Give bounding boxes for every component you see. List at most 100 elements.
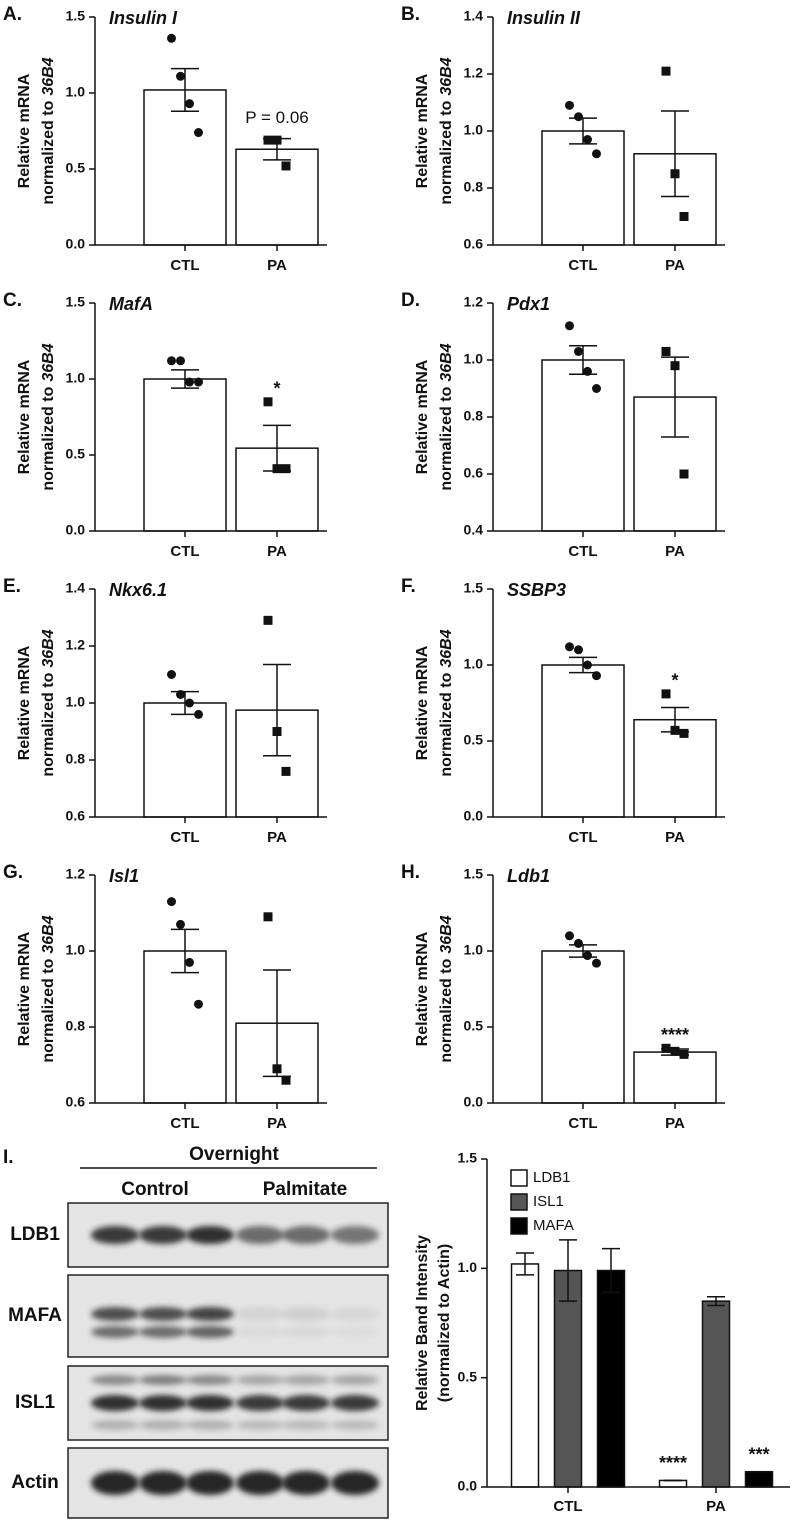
y-axis-label-part: normalized to: [40, 100, 57, 204]
data-point: [679, 728, 689, 738]
data-point: [679, 469, 689, 479]
y-axis-label: Relative Band Intensity: [414, 1235, 431, 1411]
y-tick-label: 0.8: [464, 179, 484, 195]
blot-band: [139, 1307, 187, 1321]
y-axis-label-part: 36B4: [438, 343, 455, 381]
blot-band: [236, 1420, 284, 1430]
annotation: ****: [659, 1453, 687, 1473]
y-tick-label: 1.2: [66, 866, 86, 882]
data-point: [263, 912, 273, 922]
x-tick-label: PA: [706, 1498, 726, 1515]
y-tick-label: 1.0: [464, 122, 484, 138]
data-point: [574, 112, 583, 122]
y-tick-label: 0.6: [66, 1094, 86, 1110]
data-point: [272, 1064, 282, 1074]
blot-band: [186, 1395, 234, 1411]
blot-band: [236, 1375, 284, 1385]
x-tick-label: CTL: [568, 829, 597, 846]
annotation: *: [671, 671, 678, 691]
x-tick-label: PA: [267, 829, 287, 846]
panel-title: SSBP3: [507, 580, 566, 600]
data-point: [661, 1043, 671, 1053]
data-point: [670, 1046, 680, 1056]
bar: [143, 89, 227, 246]
blot-band: [282, 1375, 330, 1385]
blot-band: [139, 1395, 187, 1411]
blot-row-label: ISL1: [15, 1392, 56, 1413]
panel-label: E.: [3, 576, 21, 597]
data-point: [565, 642, 574, 652]
blot-band: [236, 1326, 284, 1338]
x-tick-label: CTL: [170, 1115, 199, 1132]
data-point: [281, 1075, 291, 1085]
y-tick-label: 0.6: [464, 465, 484, 481]
data-point: [176, 919, 185, 929]
data-point: [176, 689, 185, 699]
y-axis-label: normalized to 36B4: [438, 629, 455, 776]
x-tick-label: CTL: [170, 829, 199, 846]
annotation: ****: [661, 1025, 689, 1045]
blot-band: [282, 1226, 330, 1244]
panel-label: D.: [401, 290, 420, 311]
data-point: [592, 958, 601, 968]
x-tick-label: CTL: [568, 257, 597, 274]
y-tick-label: 1.5: [66, 294, 86, 310]
blot-band: [186, 1375, 234, 1385]
y-tick-label: 0.0: [66, 522, 86, 538]
panel-label: H.: [401, 862, 420, 883]
y-axis-label: normalized to 36B4: [40, 915, 57, 1062]
y-axis-label: Relative mRNA: [414, 931, 431, 1046]
y-tick-label: 1.0: [458, 1259, 478, 1275]
blot-row-label: MAFA: [8, 1305, 62, 1326]
blot-band: [282, 1420, 330, 1430]
data-point: [167, 356, 176, 366]
legend-swatch: [510, 1169, 528, 1187]
y-axis-label: Relative mRNA: [414, 645, 431, 760]
blot-band: [331, 1326, 379, 1338]
data-point: [263, 135, 273, 145]
data-point: [661, 346, 671, 356]
annotation: ***: [748, 1444, 769, 1464]
panel-label: A.: [3, 4, 22, 25]
annotation: P = 0.06: [245, 108, 309, 127]
y-tick-label: 0.5: [464, 1018, 484, 1034]
y-tick-label: 1.5: [464, 580, 484, 596]
legend-label: ISL1: [533, 1193, 564, 1210]
bar: [541, 950, 625, 1104]
blot-row-label: LDB1: [10, 1224, 60, 1245]
x-tick-label: PA: [267, 543, 287, 560]
x-tick-label: PA: [267, 1115, 287, 1132]
data-point: [281, 161, 291, 171]
y-tick-label: 0.0: [458, 1478, 478, 1494]
y-axis-label: Relative mRNA: [16, 645, 33, 760]
y-tick-label: 0.8: [464, 408, 484, 424]
y-tick-label: 0.5: [464, 732, 484, 748]
data-point: [194, 999, 203, 1009]
error-bar: [569, 944, 597, 958]
x-tick-label: PA: [665, 257, 685, 274]
y-axis-label: normalized to 36B4: [438, 343, 455, 490]
legend-swatch: [510, 1193, 528, 1211]
y-tick-label: 1.0: [66, 942, 86, 958]
panel-label: B.: [401, 4, 420, 25]
x-tick-label: PA: [665, 1115, 685, 1132]
bar: [143, 702, 227, 818]
y-tick-label: 0.5: [458, 1368, 478, 1384]
bar: [143, 950, 227, 1104]
y-tick-label: 0.5: [66, 446, 86, 462]
error-bar: [661, 356, 689, 438]
data-point: [679, 1049, 689, 1059]
bar: [633, 1051, 717, 1104]
data-point: [167, 897, 176, 907]
blot-band: [91, 1395, 139, 1411]
blot-group: Control: [121, 1179, 189, 1200]
panel-title: Insulin II: [507, 8, 581, 28]
y-tick-label: 1.0: [464, 656, 484, 672]
y-axis-label: normalized to 36B4: [40, 629, 57, 776]
y-axis-label-part: normalized to: [40, 958, 57, 1062]
y-tick-label: 1.0: [66, 694, 86, 710]
y-axis-label-part: 36B4: [40, 343, 57, 381]
x-tick-label: PA: [267, 257, 287, 274]
